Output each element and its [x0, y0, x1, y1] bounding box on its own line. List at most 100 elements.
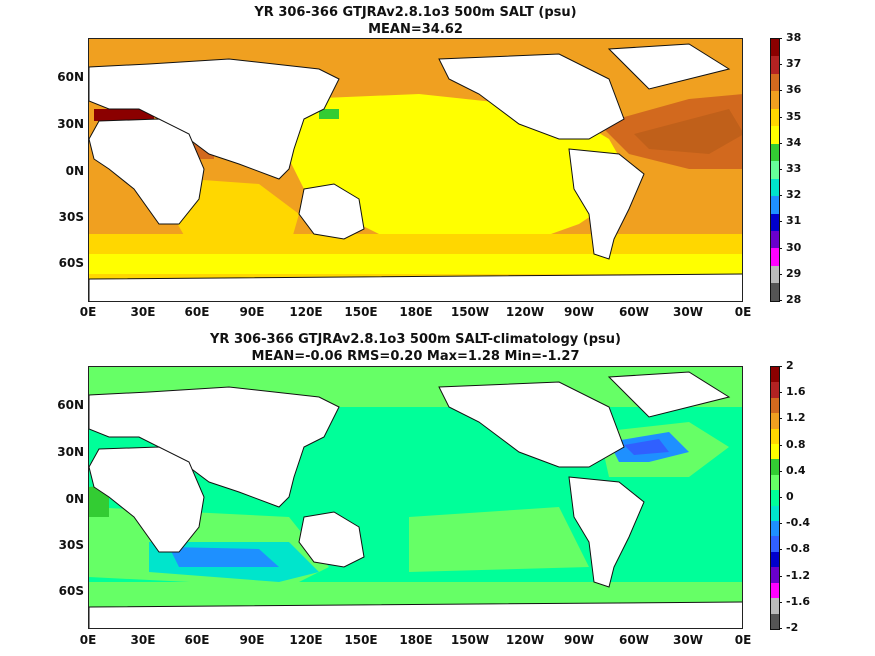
- lon-label: 90E: [239, 305, 265, 319]
- colorbar-swatch: [771, 196, 779, 214]
- colorbar-tick-label: 2: [786, 359, 794, 372]
- lat-label: 60S: [58, 584, 84, 598]
- lon-label: 180E: [399, 633, 433, 647]
- lon-label: 150E: [344, 305, 378, 319]
- colorbar-swatch: [771, 265, 779, 284]
- anomaly-colorbar: [770, 366, 780, 630]
- colorbar-tick: [779, 221, 782, 223]
- colorbar-swatch: [771, 459, 779, 475]
- lat-label: 30N: [57, 117, 84, 131]
- panel1-title-line2: MEAN=34.62: [368, 22, 463, 37]
- colorbar-tick: [779, 366, 782, 367]
- colorbar-tick-label: 33: [786, 162, 802, 175]
- colorbar-tick-label: -1.2: [786, 568, 811, 582]
- colorbar-swatch: [771, 73, 779, 92]
- lon-label: 90W: [564, 633, 594, 647]
- colorbar-tick: [779, 470, 782, 472]
- colorbar-tick: [779, 142, 782, 144]
- colorbar-tick: [779, 247, 782, 249]
- colorbar-swatch: [771, 39, 779, 57]
- colorbar-tick: [779, 38, 782, 39]
- lat-label: 60N: [57, 398, 84, 412]
- colorbar-tick: [779, 628, 782, 629]
- lon-label: 30E: [130, 305, 156, 319]
- colorbar-tick-label: 28: [786, 293, 802, 306]
- lat-label: 0N: [65, 164, 84, 178]
- colorbar-tick: [779, 273, 782, 275]
- colorbar-tick: [779, 549, 782, 551]
- colorbar-tick: [779, 601, 782, 603]
- colorbar-tick: [779, 444, 782, 446]
- colorbar-swatch: [771, 444, 779, 460]
- colorbar-tick: [779, 90, 782, 92]
- panel2-title-line1: YR 306-366 GTJRAv2.8.1o3 500m SALT-clima…: [210, 332, 621, 347]
- colorbar-tick-label: -2: [786, 621, 799, 634]
- lon-label: 120E: [289, 633, 323, 647]
- colorbar-tick-label: 29: [786, 266, 802, 280]
- colorbar-swatch: [771, 248, 779, 266]
- lon-label: 90W: [564, 305, 594, 319]
- colorbar-swatch: [771, 490, 779, 506]
- colorbar-swatch: [771, 283, 779, 301]
- colorbar-swatch: [771, 178, 779, 197]
- colorbar-tick-label: 35: [786, 109, 802, 123]
- colorbar-swatch: [771, 143, 779, 162]
- lon-label: 30W: [673, 633, 703, 647]
- lon-label: 150W: [450, 633, 490, 647]
- colorbar-swatch: [771, 598, 779, 614]
- colorbar-swatch: [771, 413, 779, 429]
- panel1-title-line1: YR 306-366 GTJRAv2.8.1o3 500m SALT (psu): [254, 5, 577, 20]
- panel2-title: YR 306-366 GTJRAv2.8.1o3 500m SALT-clima…: [88, 331, 743, 365]
- colorbar-swatch: [771, 428, 779, 445]
- lat-label: 30S: [58, 210, 84, 224]
- lon-label: 60E: [184, 633, 210, 647]
- colorbar-swatch: [771, 536, 779, 552]
- panel1-title: YR 306-366 GTJRAv2.8.1o3 500m SALT (psu)…: [88, 4, 743, 38]
- colorbar-tick: [779, 195, 782, 197]
- colorbar-swatch: [771, 56, 779, 74]
- colorbar-tick-label: 0: [786, 490, 794, 503]
- colorbar-swatch: [771, 505, 779, 522]
- colorbar-tick: [779, 497, 782, 498]
- colorbar-swatch: [771, 126, 779, 144]
- lon-label: 150E: [344, 633, 378, 647]
- lat-label: 30S: [58, 538, 84, 552]
- lon-label: 0E: [734, 633, 752, 647]
- colorbar-swatch: [771, 230, 779, 249]
- colorbar-swatch: [771, 551, 779, 568]
- colorbar-swatch: [771, 161, 779, 179]
- colorbar-tick: [779, 575, 782, 577]
- colorbar-tick-label: -1.6: [786, 594, 811, 608]
- lon-label: 60W: [619, 305, 649, 319]
- lon-label: 30W: [673, 305, 703, 319]
- colorbar-tick-label: 0.4: [786, 463, 806, 477]
- lon-label: 60E: [184, 305, 210, 319]
- panel2-title-line2: MEAN=-0.06 RMS=0.20 Max=1.28 Min=-1.27: [251, 349, 580, 364]
- colorbar-swatch: [771, 567, 779, 583]
- colorbar-tick-label: 37: [786, 57, 802, 71]
- lat-label: 0N: [65, 492, 84, 506]
- colorbar-tick-label: 0.8: [786, 437, 806, 451]
- lat-label: 60S: [58, 256, 84, 270]
- colorbar-tick-label: 31: [786, 214, 802, 228]
- colorbar-swatch: [771, 213, 779, 231]
- lon-label: 0E: [734, 305, 752, 319]
- colorbar-swatch: [771, 397, 779, 414]
- colorbar-tick-label: -0.4: [786, 516, 811, 530]
- colorbar-swatch: [771, 367, 779, 383]
- colorbar-swatch: [771, 108, 779, 127]
- colorbar-tick: [779, 523, 782, 525]
- lon-label: 120E: [289, 305, 323, 319]
- lat-label: 60N: [57, 70, 84, 84]
- lon-label: 150W: [450, 305, 490, 319]
- colorbar-swatch: [771, 613, 779, 629]
- colorbar-tick-label: 38: [786, 31, 802, 44]
- lon-label: 30E: [130, 633, 156, 647]
- colorbar-tick: [779, 64, 782, 66]
- colorbar-tick-label: 1.2: [786, 411, 806, 425]
- colorbar-tick: [779, 169, 782, 170]
- salinity-map: [88, 38, 743, 302]
- colorbar-swatch: [771, 91, 779, 109]
- lon-label: 180E: [399, 305, 433, 319]
- lon-label: 120W: [505, 633, 545, 647]
